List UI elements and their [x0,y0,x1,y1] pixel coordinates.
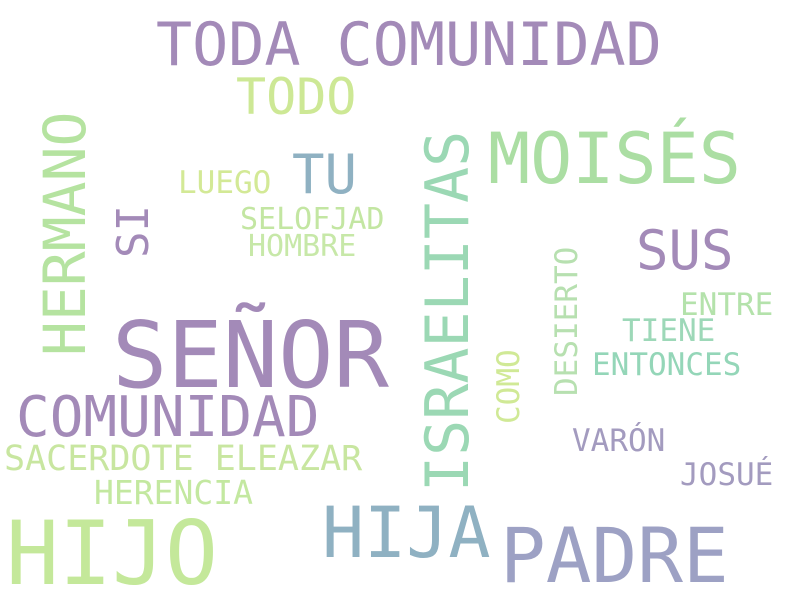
word-como: COMO [491,349,527,424]
word-desierto: DESIERTO [549,246,585,396]
word-tiene: TIENE [622,313,716,349]
word-selofjad: SELOFJAD [240,202,385,237]
word-toda-comunidad: TODA COMUNIDAD [156,10,662,80]
word-hijo: HIJO [6,502,218,600]
word-sus: SUS [636,219,734,282]
word-moises: MOISÉS [488,118,741,200]
word-todo: TODO [236,68,357,126]
word-varon: VARÓN [572,423,666,459]
word-si: SI [108,205,159,258]
word-hermano: HERMANO [31,111,99,356]
word-sacerdote-eleazar: SACERDOTE ELEAZAR [4,439,363,479]
word-hombre: HOMBRE [248,229,357,264]
word-hija: HIJA [322,492,491,574]
word-comunidad: COMUNIDAD [16,385,320,450]
word-josue: JOSUÉ [680,457,774,493]
word-entre: ENTRE [680,287,774,323]
word-israelitas: ISRAELITAS [413,130,483,492]
word-herencia: HERENCIA [94,473,253,512]
word-senor: SEÑOR [112,302,389,409]
word-luego: LUEGO [178,165,272,201]
word-tu: TU [292,143,358,206]
word-padre: PADRE [500,511,729,600]
word-entonces: ENTONCES [592,347,742,383]
